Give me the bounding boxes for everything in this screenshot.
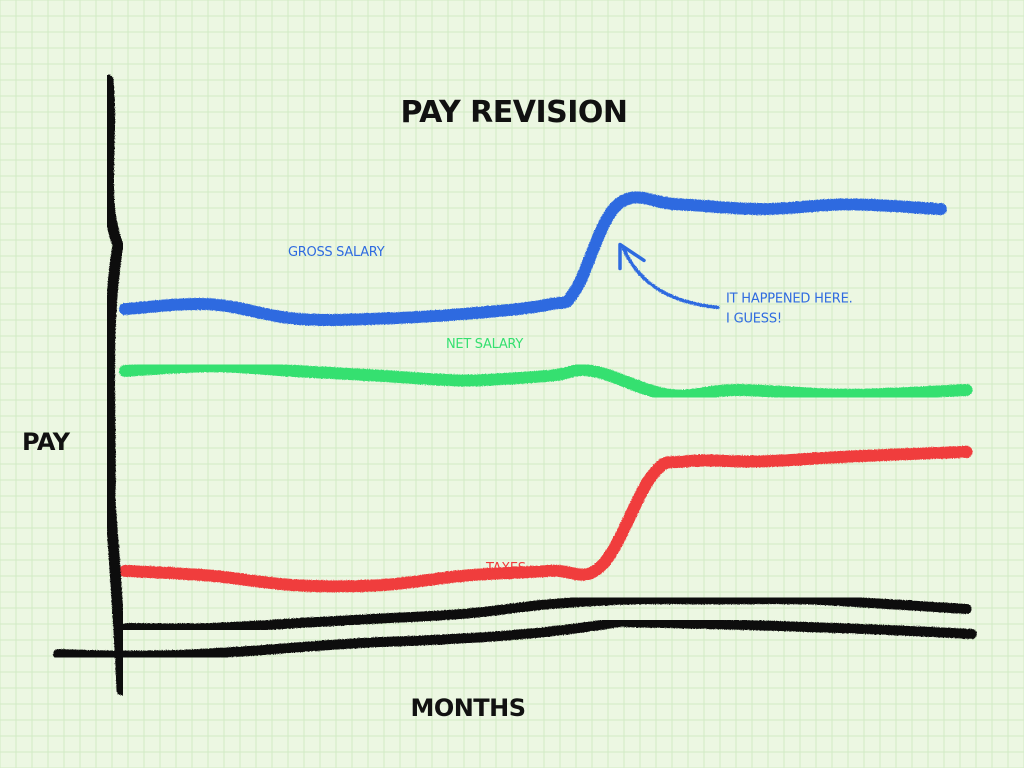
annotation-text-line: IT HAPPENED HERE. (726, 291, 853, 306)
y-axis (102, 74, 128, 696)
series-label-taxes: TAXES (485, 561, 526, 576)
annotation-arrow (621, 245, 720, 310)
series-line-net-salary (119, 360, 973, 402)
series-line-gross-salary (119, 191, 947, 326)
annotation: IT HAPPENED HERE. I GUESS! (618, 242, 853, 326)
series-labels: GROSS SALARY NET SALARY TAXES (288, 245, 526, 576)
y-axis-label: PAY (22, 428, 71, 456)
series-layer (119, 191, 973, 634)
chart-title: PAY REVISION (400, 95, 627, 130)
series-line-taxes (119, 445, 973, 593)
series-label-net-salary: NET SALARY (446, 337, 523, 352)
annotation-text-line: I GUESS! (726, 311, 782, 326)
series-label-gross-salary: GROSS SALARY (288, 245, 385, 260)
x-axis (53, 616, 977, 661)
series-line-baseline (120, 594, 972, 634)
x-axis-label: MONTHS (410, 694, 525, 722)
annotation-arrowhead (618, 242, 646, 271)
